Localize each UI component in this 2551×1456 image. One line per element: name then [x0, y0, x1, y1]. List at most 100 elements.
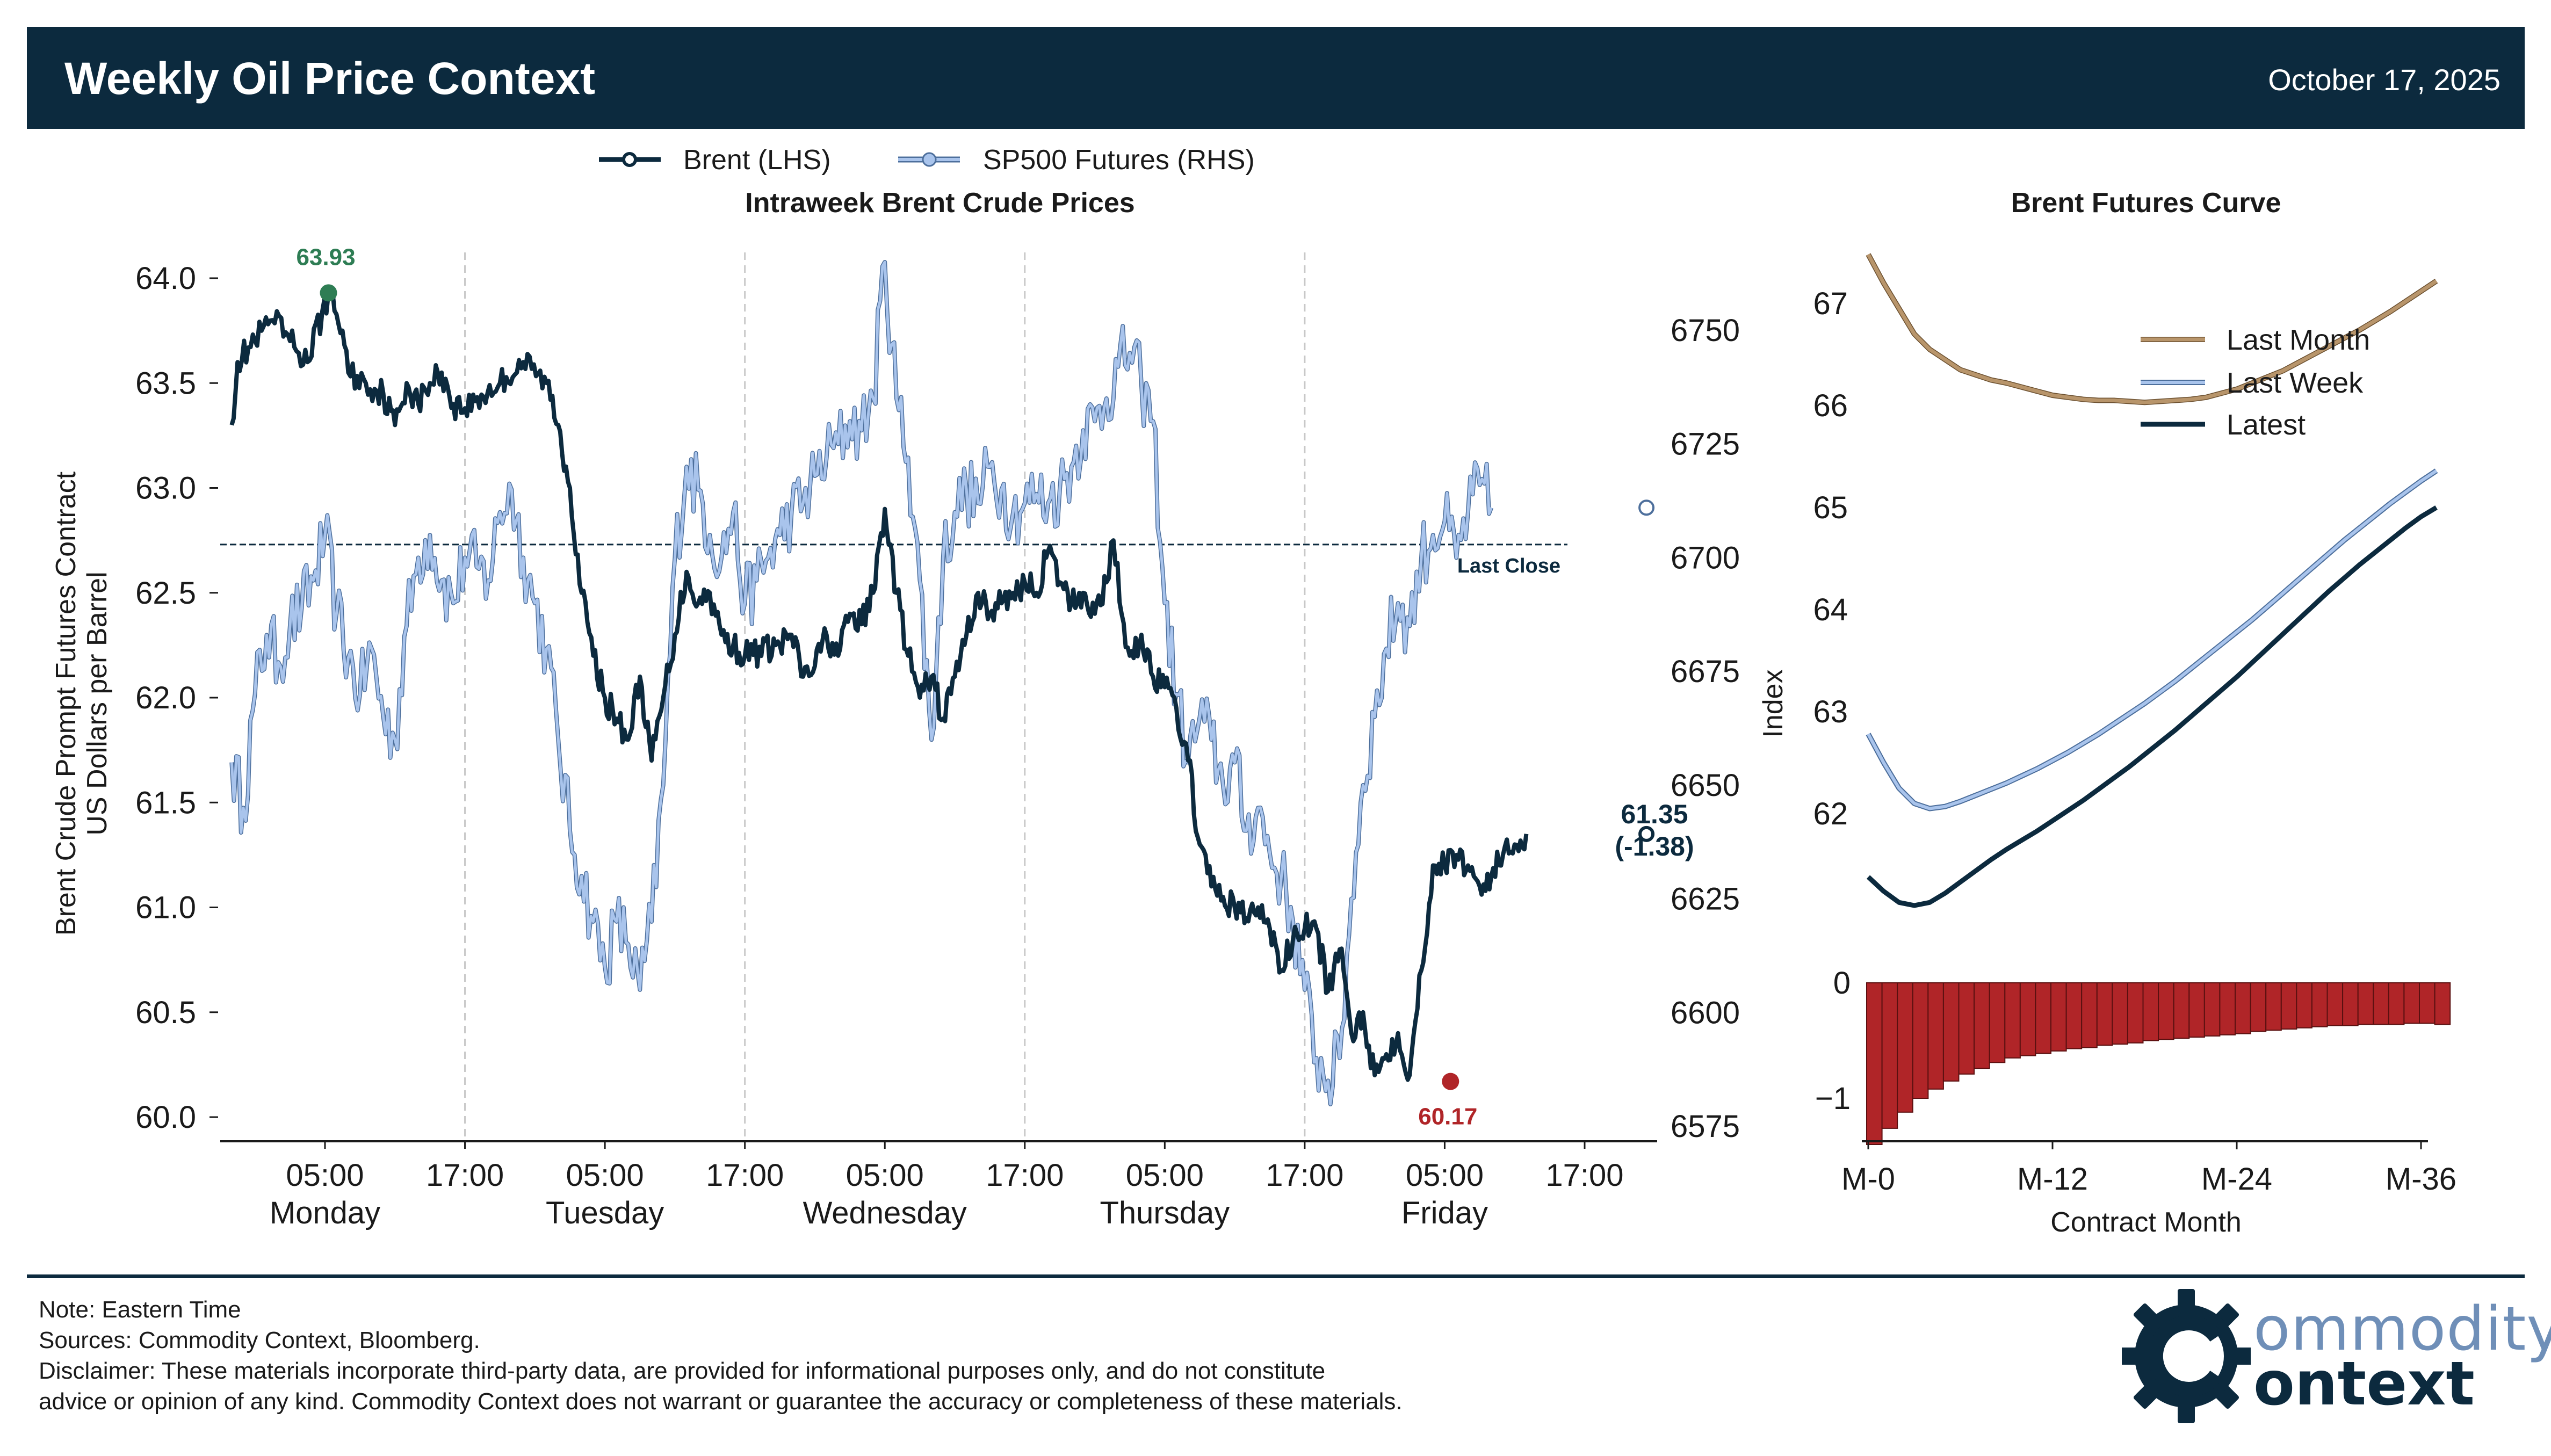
y-left-tick-label: 60.0	[135, 1100, 196, 1135]
chart-title: Intraweek Brent Crude Prices	[745, 187, 1134, 219]
y-left-tick-label: 61.0	[135, 890, 196, 925]
change-bar	[2050, 982, 2067, 1052]
curve-series-line	[1866, 253, 2438, 404]
y-right-tick-label: 6675	[1671, 654, 1740, 689]
bar-x-tick-label: M-12	[2017, 1162, 2088, 1197]
gear-c-icon	[2122, 1289, 2251, 1423]
y-right-title: Index	[1758, 669, 1789, 737]
page-title: Weekly Oil Price Context	[64, 53, 596, 104]
y-left-tick-label: 63.5	[135, 366, 196, 401]
footer-divider	[27, 1274, 2525, 1278]
change-bar	[2173, 982, 2190, 1039]
change-bar	[1881, 982, 1898, 1129]
change-bar	[2296, 982, 2312, 1028]
bar-x-tick-label: M-24	[2201, 1162, 2272, 1197]
y-right-tick-label: 6725	[1671, 427, 1740, 462]
brent-last-marker	[1638, 825, 1655, 842]
disclaimer-line-2: advice or opinion of any kind. Commodity…	[39, 1388, 1403, 1415]
change-bar	[2311, 982, 2328, 1027]
disclaimer-line-1: Disclaimer: These materials incorporate …	[39, 1358, 1326, 1384]
x-tick-label: 05:00	[846, 1158, 924, 1193]
futures-curve-chart: Brent Futures Curve 62 63 64 65 66 67 Last Mont…	[1813, 187, 2438, 908]
bar-x-tick-label: M-36	[2386, 1162, 2456, 1197]
bar-y-tick-label: 0	[1833, 966, 1851, 1001]
change-bar	[1912, 982, 1929, 1099]
curve-y-tick-label: 66	[1813, 388, 1848, 423]
curve-series-line	[1867, 469, 2438, 810]
change-bar	[2342, 982, 2359, 1026]
change-bar	[2127, 982, 2144, 1044]
logo-word-commodity: ommodity	[2253, 1294, 2551, 1364]
x-tick-label: 17:00	[1266, 1158, 1343, 1193]
x-tick-label: 05:00	[566, 1158, 644, 1193]
change-bar	[2388, 982, 2405, 1025]
change-bar	[2096, 982, 2113, 1046]
main-legend: Brent (LHS) SP500 Futures (RHS)	[599, 144, 1255, 176]
change-bar	[2019, 982, 2036, 1056]
change-bar	[2112, 982, 2128, 1045]
brent-last-change: (-1.38)	[1615, 831, 1694, 861]
change-bar	[1974, 982, 1990, 1069]
curve-y-tick-label: 65	[1813, 490, 1848, 525]
curve-series-line	[1866, 505, 2438, 908]
change-bar	[2004, 982, 2021, 1059]
change-bar	[2326, 982, 2344, 1026]
curve-x-axis-title: Contract Month	[2050, 1207, 2242, 1238]
x-tick-label: 17:00	[426, 1158, 504, 1193]
y-right-tick-label: 6600	[1671, 995, 1740, 1030]
y-left-tick-label: 60.5	[135, 995, 196, 1030]
report-date: October 17, 2025	[2268, 63, 2501, 97]
change-bar	[1942, 982, 1960, 1082]
x-tick-label: 05:00	[1406, 1158, 1484, 1193]
change-bar	[1958, 982, 1975, 1075]
x-tick-label: 05:00	[1126, 1158, 1204, 1193]
curve-y-tick-label: 62	[1813, 796, 1848, 831]
x-tick-label: 05:00	[286, 1158, 364, 1193]
curve-legend-label: Last Month	[2227, 324, 2370, 356]
curve-y-tick-label: 64	[1813, 592, 1848, 627]
footer-notes: Note: Eastern Time Sources: Commodity Co…	[39, 1294, 1403, 1417]
y-left-title-line2: US Dollars per Barrel	[82, 571, 113, 835]
change-bar	[2373, 982, 2389, 1025]
x-tick-day-label: Thursday	[1100, 1196, 1230, 1230]
y-left-tick-label: 62.5	[135, 576, 196, 611]
x-tick-label: 17:00	[1545, 1158, 1623, 1193]
bar-y-tick-label: −1	[1815, 1081, 1851, 1116]
y-right-tick-label: 6750	[1671, 313, 1740, 348]
change-bar	[2419, 982, 2436, 1024]
x-tick-label: 17:00	[706, 1158, 784, 1193]
change-bar	[2065, 982, 2083, 1049]
brent-low-label: 60.17	[1418, 1104, 1477, 1130]
y-right-tick-label: 6575	[1671, 1109, 1740, 1144]
x-tick-day-label: Friday	[1401, 1196, 1488, 1230]
curve-legend-label: Latest	[2227, 409, 2306, 441]
change-bar	[2235, 982, 2251, 1034]
sources-text: Sources: Commodity Context, Bloomberg.	[39, 1327, 480, 1353]
intraweek-chart: Intraweek Brent Crude Prices Brent (LHS) S…	[50, 144, 1789, 1230]
change-bar	[1927, 982, 1944, 1090]
curve-y-tick-label: 63	[1813, 694, 1848, 729]
curve-y-tick-label: 67	[1813, 286, 1848, 321]
change-bar	[2250, 982, 2267, 1032]
change-bar	[1897, 982, 1913, 1113]
y-left-tick-label: 62.0	[135, 680, 196, 715]
change-bar	[2142, 982, 2159, 1041]
curve-change-chart: 0 −1 M-0 M-12 M-24 M-36 Contract Month	[1815, 966, 2456, 1238]
curve-legend-label: Last Week	[2227, 367, 2364, 399]
sp500-series-line	[230, 260, 1493, 1106]
header-bar: Weekly Oil Price Context October 17, 202…	[27, 27, 2525, 129]
brent-low-marker	[1442, 1073, 1459, 1090]
y-right-tick-label: 6700	[1671, 540, 1740, 575]
brent-high-marker	[320, 284, 337, 302]
legend-brent-marker	[622, 152, 637, 167]
change-bar	[2203, 982, 2221, 1037]
change-bar	[2188, 982, 2205, 1038]
change-bar	[2158, 982, 2174, 1040]
change-bar	[2081, 982, 2098, 1048]
change-bar	[2434, 982, 2451, 1025]
change-bar	[2403, 982, 2420, 1024]
curve-series-edge	[1866, 468, 2438, 812]
brent-series-line	[229, 285, 1529, 1082]
brent-high-label: 63.93	[296, 244, 355, 270]
bar-x-tick-label: M-0	[1841, 1162, 1895, 1197]
